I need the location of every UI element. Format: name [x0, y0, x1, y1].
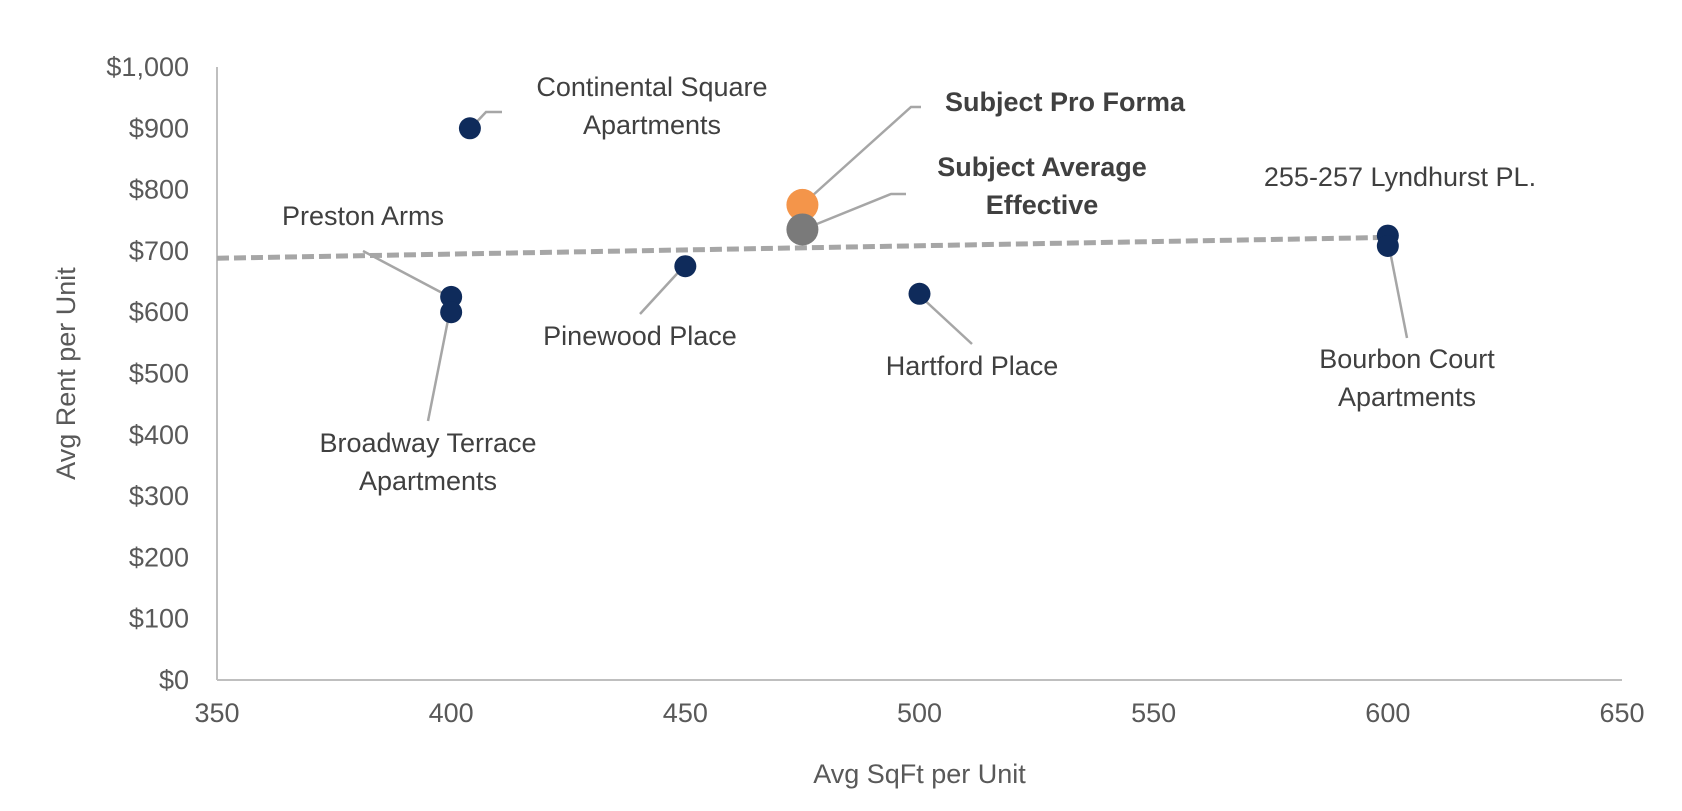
point-label: Bourbon Court Apartments — [1319, 344, 1495, 412]
leader-line — [426, 314, 451, 422]
point-label: Preston Arms — [282, 201, 444, 231]
leader-line — [801, 105, 921, 206]
leader-line — [801, 192, 906, 232]
point-label-line: Pinewood Place — [543, 321, 737, 351]
y-tick-label: $500 — [129, 359, 189, 389]
y-tick-label: $800 — [129, 175, 189, 205]
data-point — [440, 285, 463, 308]
y-tick-label: $200 — [129, 542, 189, 572]
x-tick-label: 450 — [663, 698, 708, 728]
data-point — [674, 255, 697, 278]
point-label-line: Hartford Place — [886, 351, 1059, 381]
point-label: Hartford Place — [886, 351, 1059, 381]
point-label-line: Broadway Terrace — [319, 428, 536, 458]
y-axis-title: Avg Rent per Unit — [51, 267, 81, 480]
data-points — [440, 117, 1399, 324]
point-label-line: Apartments — [1338, 382, 1476, 412]
y-tick-label: $1,000 — [106, 52, 189, 82]
point-label: 255-257 Lyndhurst PL. — [1264, 162, 1536, 192]
point-label-line: Bourbon Court — [1319, 344, 1495, 374]
data-point — [786, 213, 819, 246]
data-point — [458, 117, 481, 140]
y-tick-label: $700 — [129, 236, 189, 266]
point-label: Continental Square Apartments — [536, 72, 767, 140]
data-point — [440, 301, 463, 324]
leader-line — [1387, 245, 1409, 339]
x-tick-label: 600 — [1365, 698, 1410, 728]
point-label: Pinewood Place — [543, 321, 737, 351]
point-label-line: Subject Pro Forma — [945, 87, 1186, 117]
x-tick-label: 650 — [1599, 698, 1644, 728]
point-label-line: Preston Arms — [282, 201, 444, 231]
point-label-line: Subject Average — [937, 152, 1147, 182]
data-point — [1376, 234, 1399, 257]
point-label: Subject Average Effective — [937, 152, 1147, 220]
y-tick-label: $300 — [129, 481, 189, 511]
data-point — [786, 188, 819, 221]
x-tick-label: 550 — [1131, 698, 1176, 728]
axes: $0 $100 $200 $300 $400 $500 $600 $700 $800 $900 $1… — [106, 52, 1644, 728]
y-tick-label: $100 — [129, 604, 189, 634]
trendline — [216, 234, 1388, 261]
x-axis-title: Avg SqFt per Unit — [813, 759, 1026, 789]
trendline-group — [216, 234, 1388, 261]
x-tick-label: 400 — [429, 698, 474, 728]
point-labels: Continental Square Apartments Preston Arms… — [282, 72, 1536, 496]
leader-line — [362, 249, 449, 298]
point-label: Broadway Terrace Apartments — [319, 428, 536, 496]
point-label-line: 255-257 Lyndhurst PL. — [1264, 162, 1536, 192]
point-label-line: Continental Square — [536, 72, 767, 102]
point-label: Subject Pro Forma — [945, 87, 1186, 117]
x-tick-label: 500 — [897, 698, 942, 728]
data-point — [908, 282, 931, 305]
y-tick-label: $0 — [159, 665, 189, 695]
point-label-line: Apartments — [359, 466, 497, 496]
y-tick-label: $400 — [129, 420, 189, 450]
x-tick-label: 350 — [194, 698, 239, 728]
leader-line — [918, 294, 973, 345]
y-tick-label: $900 — [129, 113, 189, 143]
point-label-line: Effective — [986, 190, 1099, 220]
point-label-line: Apartments — [583, 110, 721, 140]
y-tick-label: $600 — [129, 297, 189, 327]
